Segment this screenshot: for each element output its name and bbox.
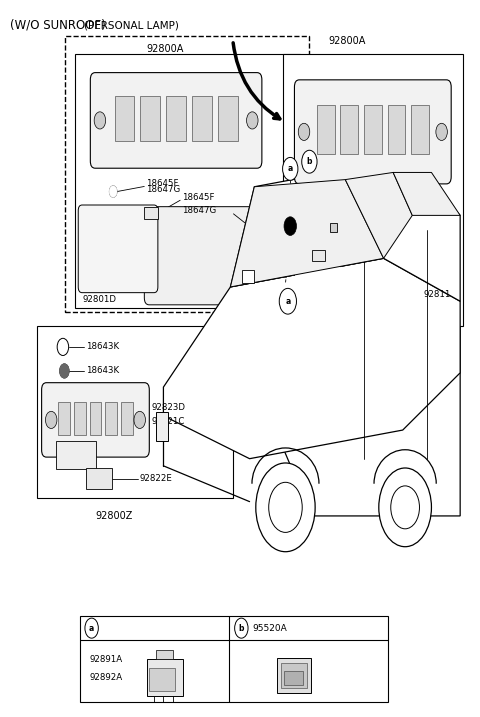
Text: 92891A: 92891A bbox=[89, 655, 122, 663]
Text: 18647G: 18647G bbox=[146, 184, 180, 194]
Circle shape bbox=[379, 468, 432, 546]
Bar bbox=[36, 326, 233, 498]
Bar bbox=[242, 270, 254, 283]
FancyBboxPatch shape bbox=[290, 245, 429, 319]
Text: 18645F: 18645F bbox=[146, 179, 178, 189]
Text: a: a bbox=[288, 164, 293, 174]
Bar bbox=[281, 663, 307, 688]
Text: 92892A: 92892A bbox=[89, 673, 122, 683]
FancyBboxPatch shape bbox=[144, 206, 266, 305]
Bar bbox=[74, 402, 85, 435]
FancyBboxPatch shape bbox=[90, 72, 262, 168]
Bar bbox=[387, 105, 405, 154]
Bar bbox=[80, 616, 388, 702]
Text: 92822E: 92822E bbox=[139, 474, 172, 483]
Text: 18645F: 18645F bbox=[181, 193, 214, 202]
Circle shape bbox=[85, 618, 98, 638]
Bar bbox=[121, 402, 133, 435]
Bar bbox=[115, 96, 134, 141]
Text: 95520A: 95520A bbox=[252, 624, 287, 632]
Bar bbox=[340, 105, 358, 154]
Bar bbox=[218, 96, 238, 141]
Polygon shape bbox=[163, 258, 460, 459]
Circle shape bbox=[279, 288, 297, 314]
Bar bbox=[283, 54, 463, 326]
Polygon shape bbox=[254, 158, 460, 516]
Text: 92811: 92811 bbox=[423, 290, 450, 298]
Bar bbox=[317, 105, 335, 154]
Bar bbox=[56, 441, 96, 470]
Text: 92823D: 92823D bbox=[152, 404, 186, 412]
Text: 85744: 85744 bbox=[81, 391, 108, 399]
Bar bbox=[144, 207, 157, 219]
Bar bbox=[167, 96, 186, 141]
Circle shape bbox=[391, 486, 420, 529]
Text: 92821C: 92821C bbox=[152, 417, 185, 426]
FancyBboxPatch shape bbox=[294, 80, 451, 184]
Bar bbox=[156, 412, 168, 441]
Bar bbox=[147, 659, 182, 696]
Circle shape bbox=[436, 123, 447, 141]
Circle shape bbox=[46, 412, 57, 429]
Polygon shape bbox=[230, 158, 460, 301]
Circle shape bbox=[256, 463, 315, 551]
Bar bbox=[156, 650, 173, 659]
Text: b: b bbox=[239, 624, 244, 632]
Polygon shape bbox=[230, 179, 384, 287]
Polygon shape bbox=[393, 173, 460, 215]
Bar bbox=[295, 252, 340, 312]
Text: b: b bbox=[307, 157, 312, 166]
Circle shape bbox=[55, 388, 64, 402]
Bar bbox=[105, 402, 117, 435]
Circle shape bbox=[283, 158, 298, 180]
Circle shape bbox=[94, 112, 106, 129]
Polygon shape bbox=[345, 173, 412, 258]
Text: 92800A: 92800A bbox=[147, 44, 184, 54]
Bar bbox=[75, 54, 300, 308]
Circle shape bbox=[134, 412, 145, 429]
Circle shape bbox=[109, 186, 117, 197]
Text: a: a bbox=[285, 297, 290, 305]
Circle shape bbox=[57, 338, 69, 356]
Text: 92800Z: 92800Z bbox=[96, 511, 133, 521]
Bar bbox=[277, 657, 311, 693]
Bar bbox=[58, 402, 70, 435]
Text: 18643K: 18643K bbox=[86, 366, 119, 376]
Text: 18643K: 18643K bbox=[86, 343, 119, 351]
Circle shape bbox=[235, 618, 248, 638]
Circle shape bbox=[269, 483, 302, 533]
Bar bbox=[364, 105, 382, 154]
Bar bbox=[65, 37, 310, 312]
Bar bbox=[330, 223, 336, 232]
Text: 92801E: 92801E bbox=[267, 235, 300, 244]
Text: a: a bbox=[89, 624, 94, 632]
Bar bbox=[90, 402, 101, 435]
Circle shape bbox=[302, 151, 317, 174]
Bar bbox=[411, 105, 429, 154]
Text: 92800A: 92800A bbox=[328, 36, 365, 46]
Circle shape bbox=[298, 123, 310, 141]
Text: (PERSONAL LAMP): (PERSONAL LAMP) bbox=[84, 21, 180, 31]
Text: 18647G: 18647G bbox=[181, 206, 216, 216]
Circle shape bbox=[247, 112, 258, 129]
Bar bbox=[141, 96, 160, 141]
Text: (W/O SUNROOF): (W/O SUNROOF) bbox=[10, 19, 106, 32]
Bar bbox=[312, 250, 325, 261]
FancyBboxPatch shape bbox=[78, 205, 158, 293]
Circle shape bbox=[109, 186, 117, 197]
Text: 18645E: 18645E bbox=[344, 251, 377, 260]
Bar bbox=[149, 668, 175, 690]
Text: 92801D: 92801D bbox=[82, 295, 116, 304]
FancyBboxPatch shape bbox=[42, 383, 149, 457]
Text: 12492: 12492 bbox=[372, 215, 400, 224]
Bar bbox=[85, 468, 112, 490]
Bar bbox=[284, 670, 303, 685]
Circle shape bbox=[284, 217, 297, 235]
Circle shape bbox=[60, 364, 69, 378]
Bar bbox=[192, 96, 212, 141]
